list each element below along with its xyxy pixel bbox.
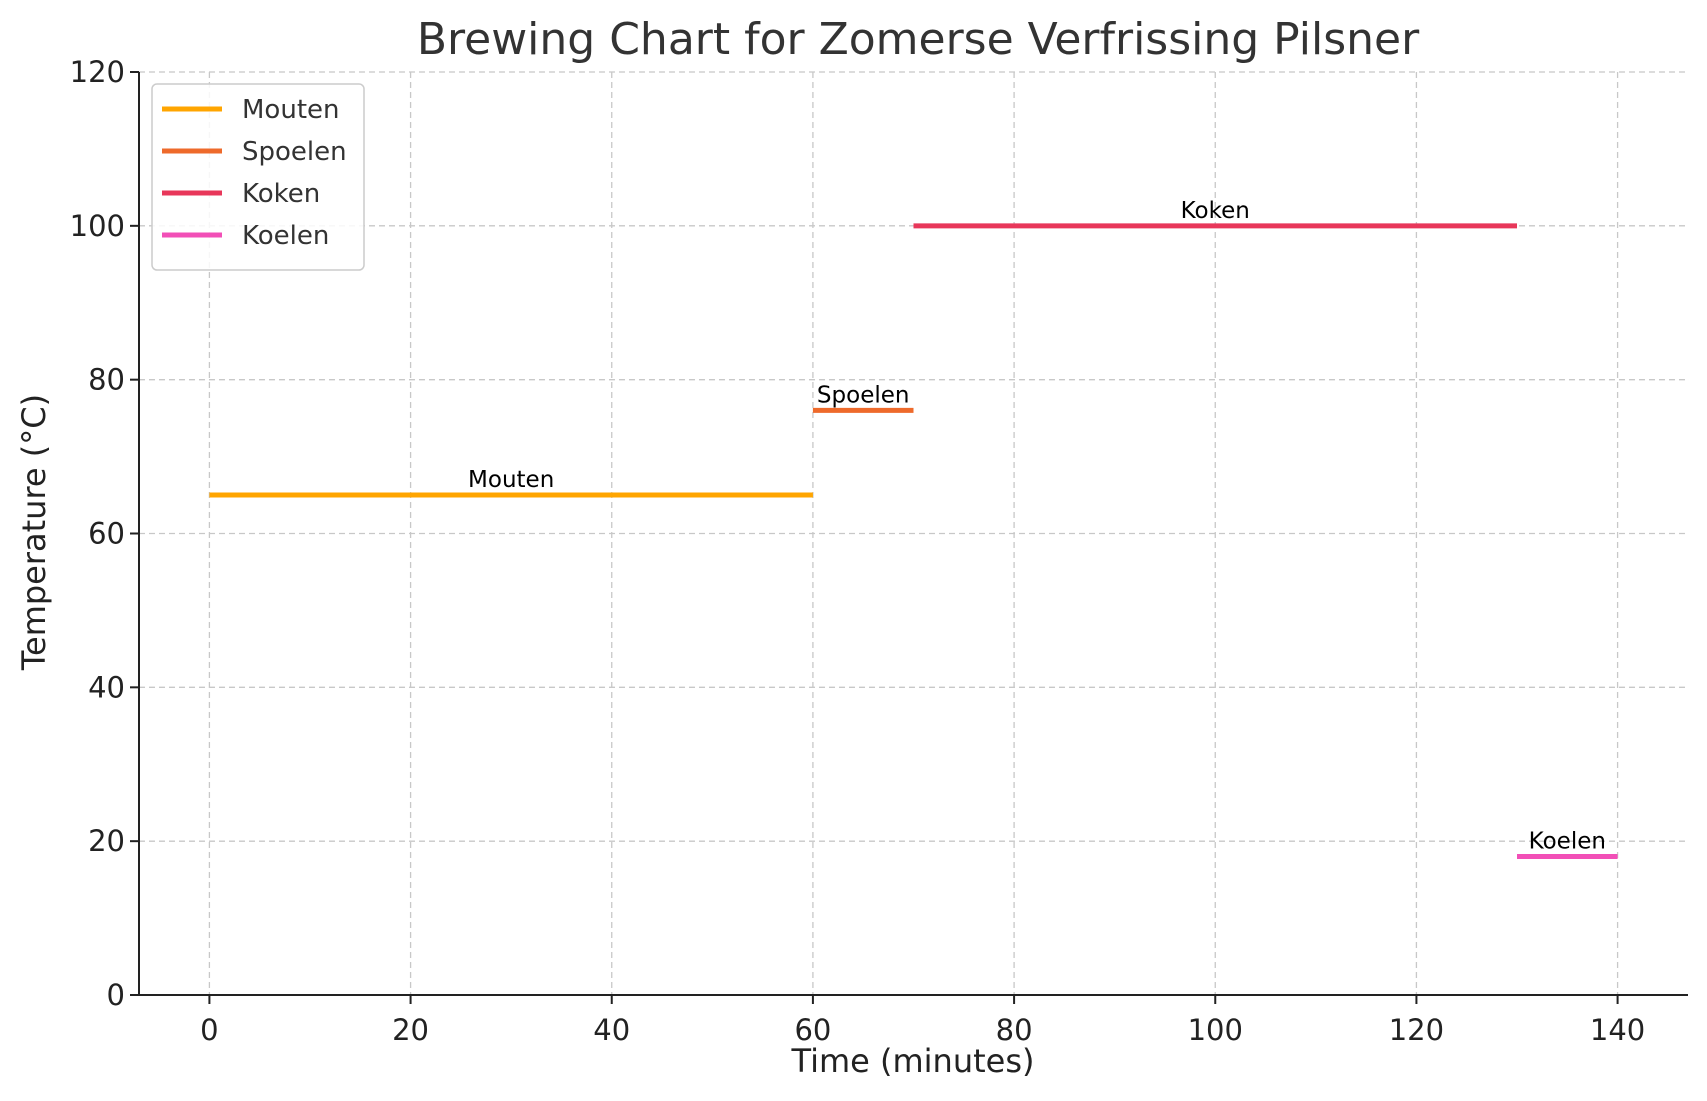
legend-label-koelen: Koelen	[242, 221, 329, 251]
legend-label-spoelen: Spoelen	[242, 137, 347, 167]
y-tick-label: 40	[88, 670, 125, 704]
y-tick-label: 100	[70, 209, 125, 243]
y-axis-label: Temperature (°C)	[15, 394, 53, 671]
legend-label-mouten: Mouten	[242, 95, 340, 125]
x-tick-label: 120	[1389, 1013, 1444, 1047]
chart-title: Brewing Chart for Zomerse Verfrissing Pi…	[417, 14, 1420, 65]
segment-label-mouten: Mouten	[468, 467, 554, 493]
legend-label-koken: Koken	[242, 179, 320, 209]
x-tick-label: 100	[1188, 1013, 1243, 1047]
y-tick-label: 120	[70, 55, 125, 89]
y-tick-label: 60	[88, 517, 125, 551]
x-tick-label: 60	[794, 1013, 831, 1047]
segment-label-spoelen: Spoelen	[817, 382, 910, 408]
x-tick-label: 0	[200, 1013, 218, 1047]
y-tick-label: 80	[88, 363, 125, 397]
y-tick-label: 0	[107, 978, 125, 1012]
legend: Mouten Spoelen Koken Koelen	[151, 83, 365, 271]
segment-label-koken: Koken	[1181, 198, 1250, 224]
x-tick-label: 80	[996, 1013, 1033, 1047]
legend-box	[151, 83, 365, 271]
x-tick-label: 40	[593, 1013, 630, 1047]
axes-layer: 0 20 40 60 80 100 120 140 0 20 40 60 80 100 120	[70, 55, 1688, 1047]
x-axis-label: Time (minutes)	[791, 1042, 1035, 1080]
x-tick-label: 140	[1590, 1013, 1645, 1047]
segment-label-koelen: Koelen	[1529, 829, 1606, 855]
grid-layer	[139, 71, 1688, 996]
y-tick-label: 20	[88, 824, 125, 858]
series-layer: Mouten Spoelen Koken Koelen	[209, 198, 1618, 860]
x-tick-label: 20	[392, 1013, 429, 1047]
